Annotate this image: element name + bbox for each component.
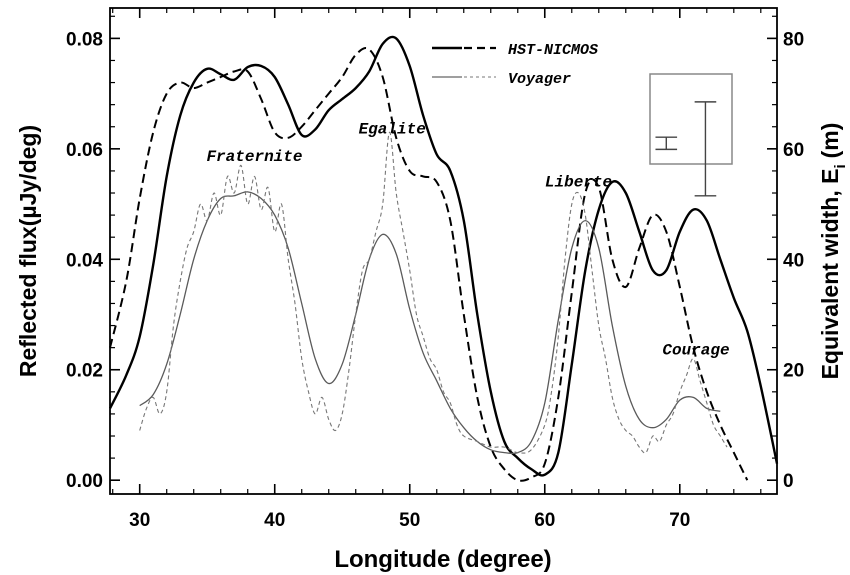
- annotation-layer: Fraternite Egalite Liberte Courage: [206, 120, 729, 359]
- error-bar-inset: [649, 73, 733, 197]
- series-line-voyager-dashed-thin: [139, 131, 728, 454]
- plot-frame: [109, 7, 778, 495]
- x-tick-label-60: 60: [534, 510, 555, 531]
- y-left-tick-label-0: 0.00: [66, 471, 103, 492]
- y-left-tick-label-3: 0.06: [66, 140, 103, 161]
- region-label-courage: Courage: [662, 341, 729, 359]
- y-axis-title-right-main: Equivalent width, E: [817, 169, 843, 380]
- legend-label-voyager: Voyager: [508, 71, 571, 88]
- x-tick-label-70: 70: [669, 510, 690, 531]
- region-label-liberte: Liberte: [545, 173, 612, 191]
- x-tick-label-30: 30: [129, 510, 150, 531]
- region-label-egalite: Egalite: [359, 120, 426, 138]
- y-left-tick-label-4: 0.08: [66, 29, 103, 50]
- y-axis-title-right: Equivalent width, Ei (m): [817, 123, 849, 380]
- legend-label-hst-nicmos: HST-NICMOS: [508, 42, 598, 59]
- legend: HST-NICMOS Voyager: [432, 42, 598, 88]
- x-axis-title: Longitude (degree): [334, 546, 551, 573]
- series-line-hst-nicmos-dashed-thick: [109, 47, 749, 482]
- y-left-tick-label-2: 0.04: [66, 250, 103, 271]
- error-bars: [655, 101, 717, 197]
- x-tick-label-50: 50: [399, 510, 420, 531]
- y-right-tick-label-0: 0: [783, 471, 794, 492]
- y-right-tick-label-3: 60: [783, 140, 804, 161]
- y-right-tick-label-2: 40: [783, 250, 804, 271]
- y-right-tick-label-4: 80: [783, 29, 804, 50]
- series-line-voyager-solid-thin: [139, 191, 721, 455]
- plot-area: Fraternite Egalite Liberte Courage HST-N…: [108, 8, 779, 494]
- region-label-fraternite: Fraternite: [206, 148, 302, 166]
- y-axis-title-left: Reflected flux(µJy/deg): [15, 125, 41, 377]
- y-right-tick-label-1: 20: [783, 361, 804, 382]
- error-bar-inset-frame: [649, 73, 733, 165]
- x-tick-label-40: 40: [264, 510, 285, 531]
- series-layer: [108, 35, 779, 482]
- y-axis-title-right-subscript: i: [832, 164, 849, 168]
- ticks-layer: 30 40 50 60 70 0.00 0.02 0.04 0.06 0.08 0 20 40 60 80: [66, 8, 804, 531]
- series-line-hst-nicmos-solid-thick: [108, 35, 779, 477]
- y-left-tick-label-1: 0.02: [66, 361, 103, 382]
- y-axis-title-right-unit: (m): [817, 123, 843, 159]
